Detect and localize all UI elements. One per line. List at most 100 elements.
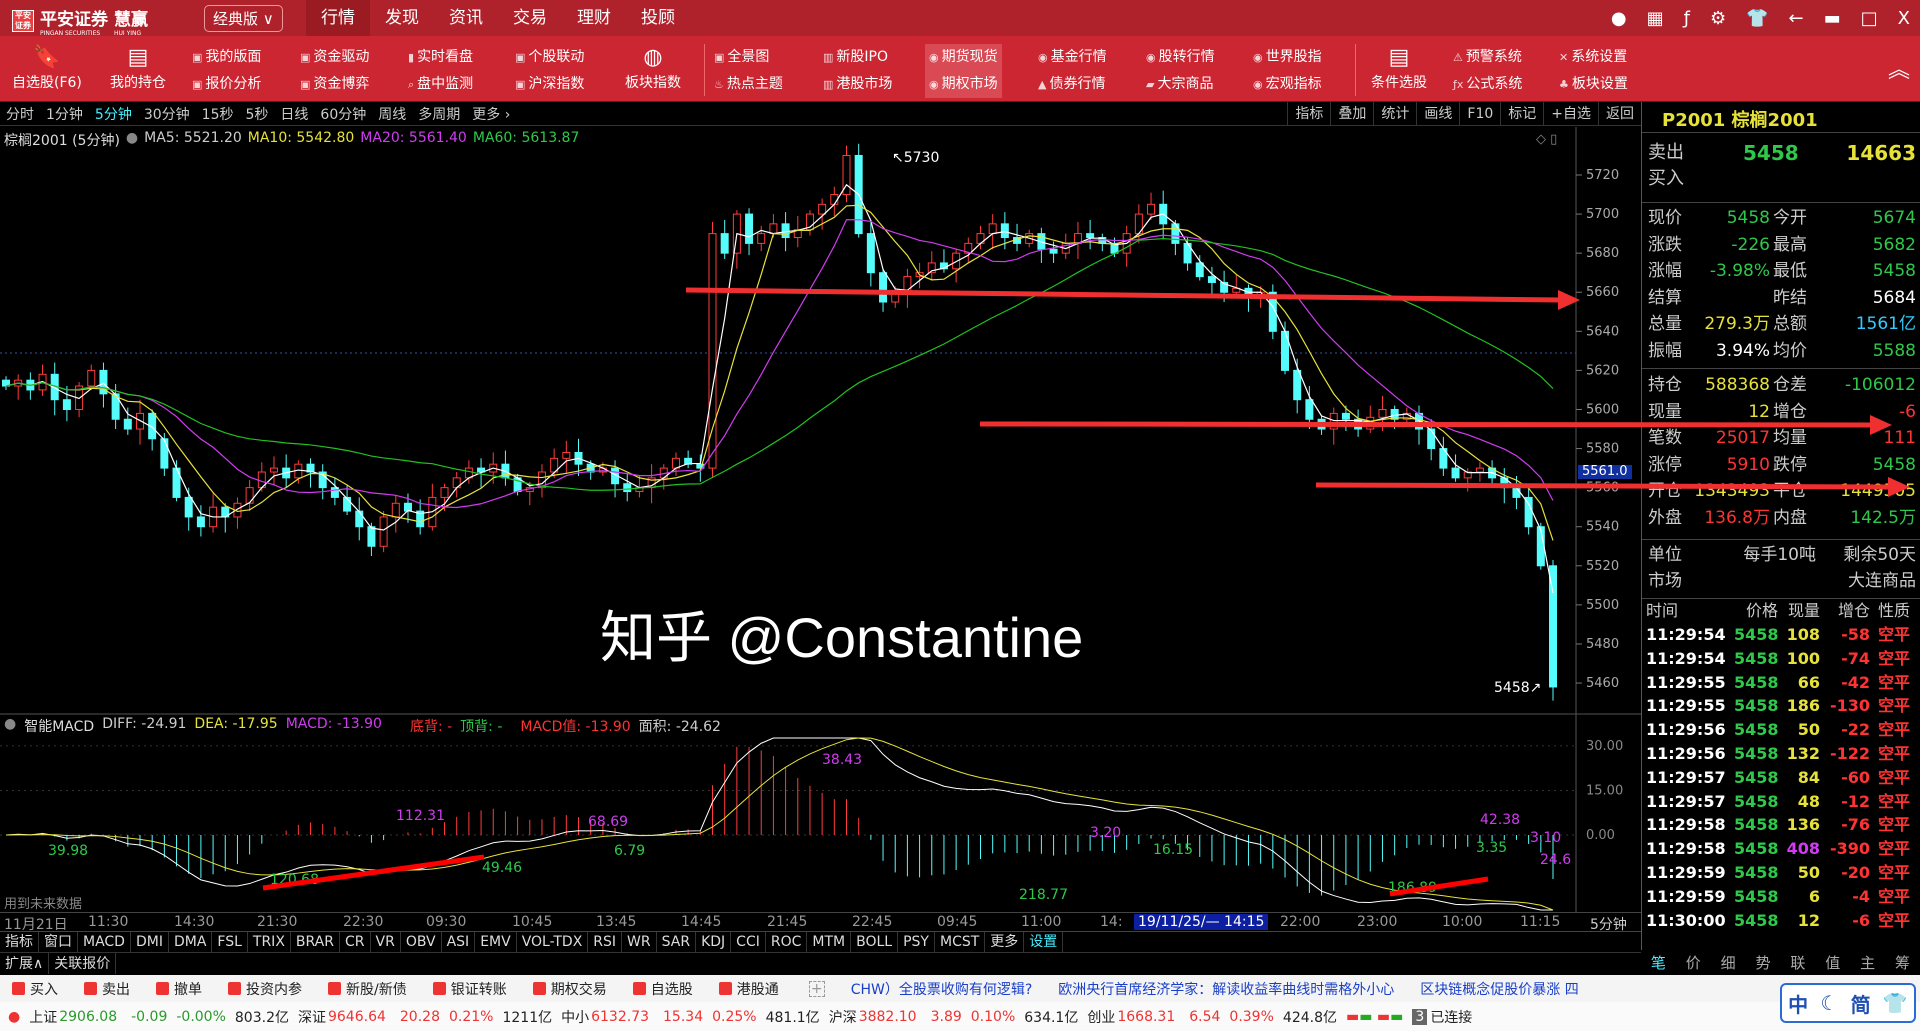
back-arrow-icon[interactable]: ← [1788,7,1804,29]
nav-news[interactable]: 资讯 [449,8,483,28]
indicator-tab[interactable]: ASI [442,932,476,952]
collapse-chevron-icon[interactable]: ︽ [1887,58,1910,83]
toolbar-item[interactable]: ◉ 世界股指 [1253,49,1322,65]
news-link[interactable]: 欧洲央行首席经济学家：解读收益率曲线时需格外小心 [1058,981,1395,998]
indicator-tab[interactable]: PSY [898,932,935,952]
indicator-tab[interactable]: 更多 [985,932,1025,952]
indicator-tab[interactable]: BRAR [291,932,340,952]
ime-chinese[interactable]: 中 [1788,992,1809,1017]
indicator-tab[interactable]: MCST [935,932,986,952]
tool-add-watch[interactable]: +自选 [1543,102,1598,126]
indicator-tab[interactable]: KDJ [696,932,732,952]
tool-stats[interactable]: 统计 [1373,102,1416,126]
nav-discover[interactable]: 发现 [385,8,419,28]
trade-button[interactable]: 银证转账 [432,979,507,999]
right-tab[interactable]: 价 [1685,954,1701,972]
right-tab[interactable]: 筹 [1895,954,1911,972]
indicator-tab[interactable]: OBV [401,932,442,952]
tool-indicator[interactable]: 指标 [1287,102,1330,126]
toolbar-item[interactable]: ▮ 实时看盘 [408,49,474,65]
related-quotes-button[interactable]: 关联报价 [49,953,117,974]
period-tab[interactable]: 30分钟 [143,106,190,123]
trade-button[interactable]: 投资内参 [228,979,302,999]
edition-dropdown[interactable]: 经典版 ∨ [204,5,283,32]
toolbar-item[interactable]: ▣ 我的版面 [192,49,262,65]
index-name[interactable]: 深证 [297,1009,326,1026]
index-name[interactable]: 沪深 [828,1009,857,1026]
settings-circle-icon[interactable]: ● [125,130,139,146]
indicator-tab[interactable]: TRIX [248,932,291,952]
user-icon[interactable]: ● [1610,7,1627,29]
indicator-tab[interactable]: CR [340,932,371,952]
indicator-tab[interactable]: 窗口 [39,932,78,952]
indicator-tab[interactable]: ROC [766,932,808,952]
period-tab[interactable]: 5秒 [245,106,269,123]
add-icon[interactable]: + [808,980,825,997]
toolbar-item[interactable]: ƒx 公式系统 [1453,76,1523,92]
toolbar-item[interactable]: ▣ 资金博弈 [300,76,370,92]
indicator-tab[interactable]: BOLL [851,932,899,952]
period-tab[interactable]: 周线 [378,106,407,123]
toolbar-item[interactable]: ▲ 债券行情 [1038,76,1106,92]
indicator-tab[interactable]: DMA [169,932,213,952]
toolbar-item[interactable]: ▣ 沪深指数 [515,76,585,92]
period-tab[interactable]: 多周期 [418,106,461,123]
indicator-tab[interactable]: MACD [78,932,131,952]
period-tab[interactable]: 15秒 [201,106,234,123]
period-tab[interactable]: 更多 › [472,106,511,123]
indicator-tab[interactable]: 设置 [1024,932,1064,952]
trade-button[interactable]: 港股通 [718,979,779,999]
indicator-tab[interactable]: VR [371,932,401,952]
toolbar-item[interactable]: ⚠ 预警系统 [1453,49,1522,65]
tool-f10[interactable]: F10 [1459,102,1500,126]
right-tab[interactable]: 主 [1860,954,1876,972]
trade-button[interactable]: 期权交易 [532,979,607,999]
trade-button[interactable]: 自选股 [632,979,693,999]
right-tab[interactable]: 值 [1825,954,1841,972]
nav-trade[interactable]: 交易 [513,8,547,28]
ime-simplified[interactable]: 简 [1850,992,1871,1017]
moon-icon[interactable]: ☾ [1820,991,1839,1015]
toolbar-item[interactable]: ◉ 宏观指标 [1253,76,1322,92]
toolbar-item[interactable]: ▥ 港股市场 [823,76,893,92]
toolbar-item-active[interactable]: ◉ 期货现货 [929,49,998,65]
toolbar-item[interactable]: ⌕ 盘中监测 [408,76,474,92]
toolbar-item[interactable]: ▣ 全景图 [714,49,770,65]
period-tab-active[interactable]: 5分钟 [94,106,132,123]
trade-button[interactable]: 买入 [12,979,58,999]
indicator-tab[interactable]: CCI [731,932,766,952]
tool-draw[interactable]: 画线 [1416,102,1459,126]
indicator-tab[interactable]: MTM [807,932,852,952]
period-tab[interactable]: 分时 [6,106,34,123]
toolbar-item[interactable]: ◉ 基金行情 [1038,49,1107,65]
right-tab[interactable]: 势 [1755,954,1771,972]
index-name[interactable]: 上证 [29,1009,58,1026]
trade-button[interactable]: 撤单 [156,979,202,999]
nav-advisor[interactable]: 投顾 [641,8,675,28]
indicator-tab[interactable]: VOL-TDX [517,932,589,952]
macd-toggle-icon[interactable]: ● [4,716,17,732]
fx-icon[interactable]: ƒ [1683,7,1690,29]
toolbar-watchlist[interactable]: 🔖 自选股(F6) [12,44,82,92]
news-link[interactable]: 区块链概念促股价暴涨 四 [1420,981,1579,998]
shirt-icon[interactable]: 👕 [1746,7,1769,29]
trade-button[interactable]: 新股/新债 [328,979,407,999]
nav-wealth[interactable]: 理财 [577,8,611,28]
toolbar-item[interactable]: ◉ 期权市场 [929,76,998,92]
index-menu-icon[interactable]: ● [8,1008,21,1025]
indicator-tab[interactable]: RSI [588,932,623,952]
period-tab[interactable]: 60分钟 [320,106,367,123]
period-tab[interactable]: 1分钟 [46,106,83,123]
close-button[interactable]: X [1897,7,1910,29]
tool-overlay[interactable]: 叠加 [1330,102,1373,126]
toolbar-holdings[interactable]: ▤ 我的持仓 [110,44,166,92]
period-tab[interactable]: 日线 [280,106,309,123]
toolbar-item[interactable]: ▣ 个股联动 [515,49,585,65]
trade-button[interactable]: 卖出 [84,979,130,999]
indicator-tab[interactable]: 指标 [0,932,39,952]
index-name[interactable]: 中小 [561,1009,590,1026]
toolbar-item[interactable]: ◉ 股转行情 [1146,49,1215,65]
toolbar-sector-index[interactable]: ◍ 板块指数 [625,44,681,92]
tool-back[interactable]: 返回 [1598,102,1641,126]
toolbar-item[interactable]: ▰ 大宗商品 [1146,76,1214,92]
